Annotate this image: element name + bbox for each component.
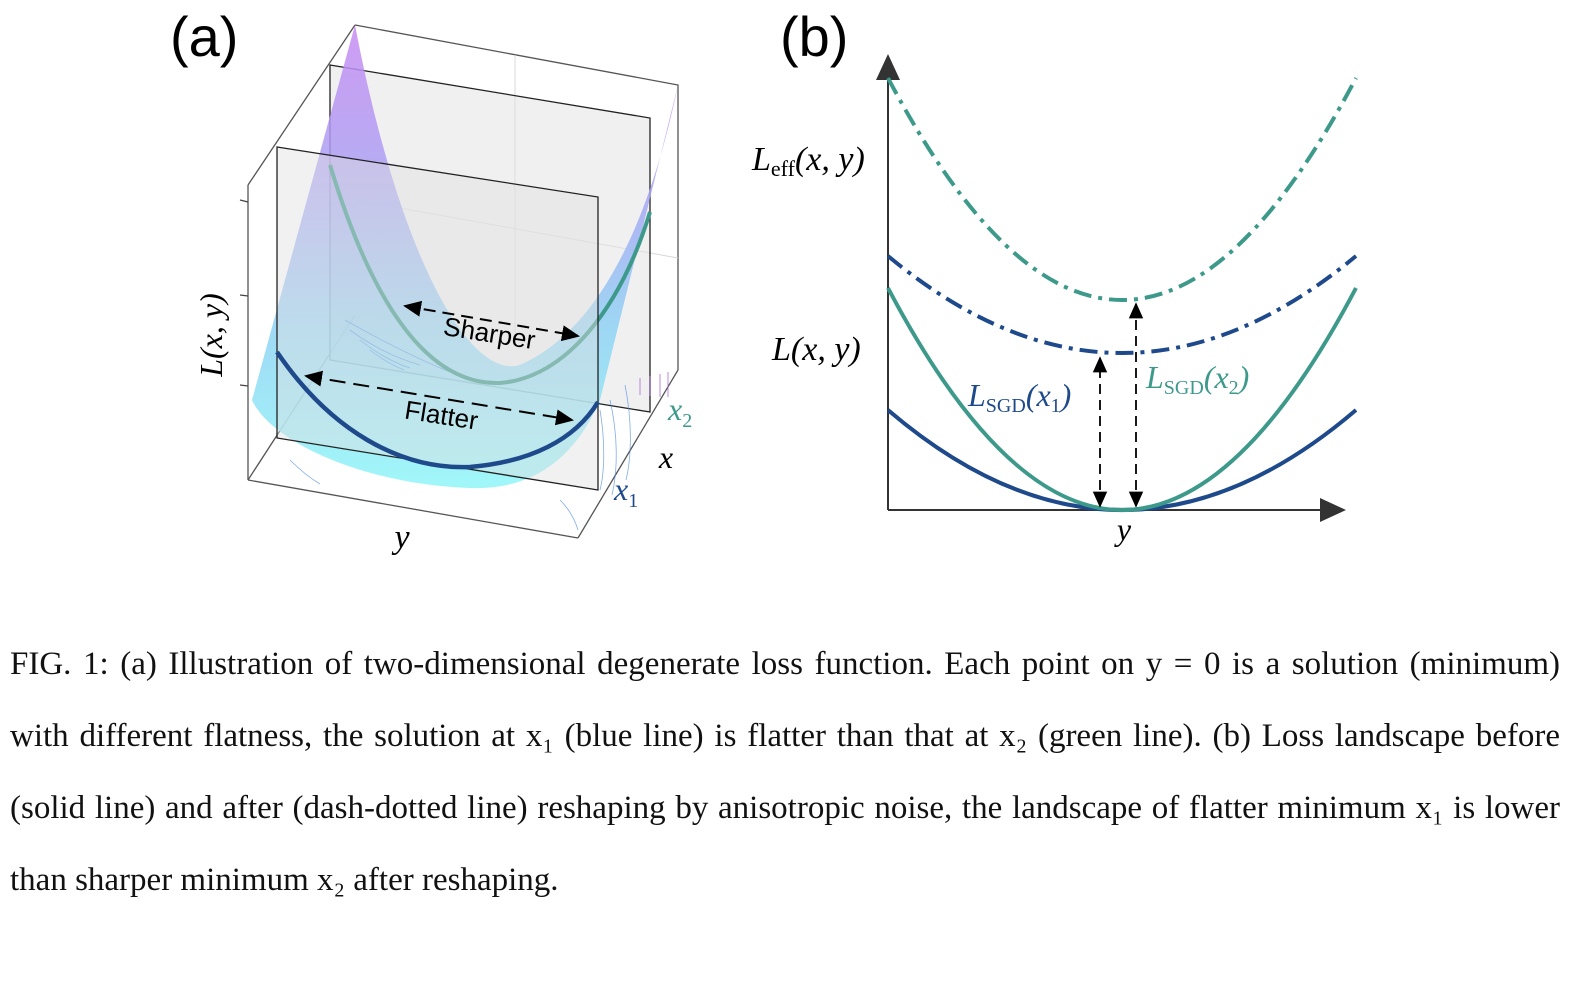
flatter-arrow: [304, 370, 574, 426]
floor-contours: [289, 319, 631, 531]
sharper-arrow: [403, 300, 580, 342]
panel-a-label: (a): [170, 5, 239, 68]
x2-label: x2: [667, 391, 692, 432]
lsgd-x2-label: LSGD(x2): [1145, 359, 1249, 399]
curve-L-x1-solid: [886, 408, 1358, 512]
b-x-axis-label: y: [1114, 511, 1132, 547]
z-ticks: [239, 199, 249, 387]
leff-label: Leff(x, y): [751, 141, 865, 181]
lsgd-x1-label: LSGD(x1): [967, 377, 1071, 417]
x-axis-label-a: x: [658, 439, 673, 475]
panel-b-plot: Leff(x, y) L(x, y) LSGD(x1) LSGD(x2) y: [751, 54, 1358, 547]
figure-canvas: Sharper Flatter L(x, y) y x x2 x1 Leff(x…: [193, 24, 1358, 556]
z-axis-label: L(x, y): [193, 293, 229, 378]
panel-b-label: (b): [780, 5, 849, 68]
slice-plane-x1: [276, 146, 599, 491]
wall-contours: [639, 372, 669, 397]
figure-caption: FIG. 1: (a) Illustration of two-dimensio…: [10, 646, 1560, 898]
panel-a-3d-plot: Sharper Flatter L(x, y) y x x2 x1: [193, 24, 692, 556]
y-axis-label-a: y: [391, 519, 410, 556]
curve-L-x2-solid: [886, 287, 1358, 512]
l-label: L(x, y): [771, 331, 861, 368]
x1-label: x1: [613, 471, 638, 512]
curve-Leff-x1-dashdot: [886, 254, 1358, 355]
curve-Leff-x2-dashdot: [886, 77, 1358, 302]
